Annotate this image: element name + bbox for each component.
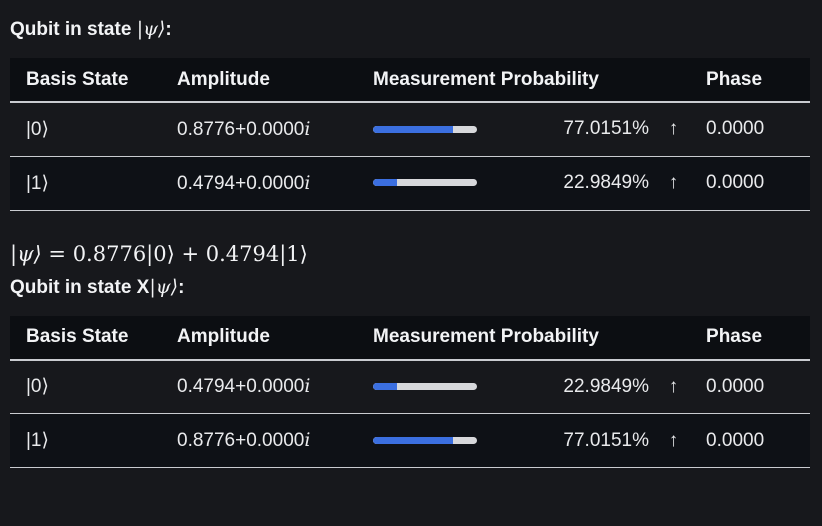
phase-value: 0.0000	[706, 429, 765, 451]
state-table-x-psi: Basis State Amplitude Measurement Probab…	[10, 315, 811, 469]
probability-bar-track	[373, 125, 477, 133]
basis-state: |0⟩	[26, 118, 49, 140]
probability-value: 22.9849%	[563, 172, 649, 193]
amplitude: 0.4794+0.0000i	[177, 375, 311, 398]
amplitude: 0.8776+0.0000i	[177, 117, 311, 140]
header-measurement-probability: Measurement Probability	[357, 315, 695, 361]
header-measurement-probability: Measurement Probability	[357, 58, 695, 103]
probability-bar	[357, 156, 477, 210]
basis-state: |0⟩	[26, 376, 49, 398]
table-row: |0⟩ 0.4794+0.0000i 22.9849% ↑ 0.0000	[10, 359, 811, 414]
probability-bar-track	[373, 179, 477, 187]
header-phase: Phase	[694, 58, 811, 103]
header-amplitude: Amplitude	[161, 315, 357, 361]
phase-value: 0.0000	[706, 172, 765, 193]
probability-bar-track	[373, 383, 477, 391]
probability-bar-fill	[373, 179, 397, 187]
state-table-psi: Basis State Amplitude Measurement Probab…	[10, 58, 811, 211]
phase-arrow-icon: ↑	[668, 429, 679, 451]
probability-bar	[357, 414, 477, 468]
probability-bar-fill	[373, 125, 454, 133]
equation-lhs: |ψ⟩	[10, 241, 42, 266]
header-basis-state: Basis State	[10, 315, 161, 361]
ket-psi: |ψ⟩	[136, 18, 166, 40]
table-row: |1⟩ 0.8776+0.0000i 77.0151% ↑ 0.0000	[10, 413, 811, 468]
probability-bar-fill	[373, 383, 397, 391]
table-row: |1⟩ 0.4794+0.0000i 22.9849% ↑ 0.0000	[10, 156, 811, 210]
probability-value: 22.9849%	[563, 375, 649, 397]
table-header-row: Basis State Amplitude Measurement Probab…	[10, 58, 811, 103]
probability-bar-fill	[373, 436, 454, 444]
amplitude: 0.4794+0.0000i	[177, 171, 311, 194]
phase-arrow-icon: ↑	[668, 375, 679, 397]
table-header-row: Basis State Amplitude Measurement Probab…	[10, 315, 811, 361]
header-basis-state: Basis State	[10, 58, 161, 103]
probability-value: 77.0151%	[563, 429, 649, 451]
ket-psi: |ψ⟩	[149, 275, 179, 298]
phase-arrow-icon: ↑	[668, 118, 679, 140]
basis-state: |1⟩	[26, 172, 49, 194]
phase-value: 0.0000	[706, 118, 765, 140]
probability-value: 77.0151%	[563, 118, 649, 140]
header-amplitude: Amplitude	[161, 58, 357, 103]
phase-value: 0.0000	[706, 375, 765, 397]
probability-bar	[357, 102, 477, 156]
probability-bar	[357, 360, 477, 414]
basis-state: |1⟩	[26, 430, 49, 451]
equation-rhs: = 0.8776|0⟩ + 0.4794|1⟩	[41, 241, 308, 266]
section-heading-psi: Qubit in state |ψ⟩:	[10, 18, 172, 40]
section-heading-x-psi: Qubit in state X|ψ⟩:	[10, 275, 185, 298]
phase-arrow-icon: ↑	[668, 172, 679, 193]
header-phase: Phase	[694, 315, 811, 361]
amplitude: 0.8776+0.0000i	[177, 429, 311, 451]
table-row: |0⟩ 0.8776+0.0000i 77.0151% ↑ 0.0000	[10, 102, 811, 156]
probability-bar-track	[373, 436, 477, 444]
state-equation: |ψ⟩ = 0.8776|0⟩ + 0.4794|1⟩	[10, 232, 810, 276]
